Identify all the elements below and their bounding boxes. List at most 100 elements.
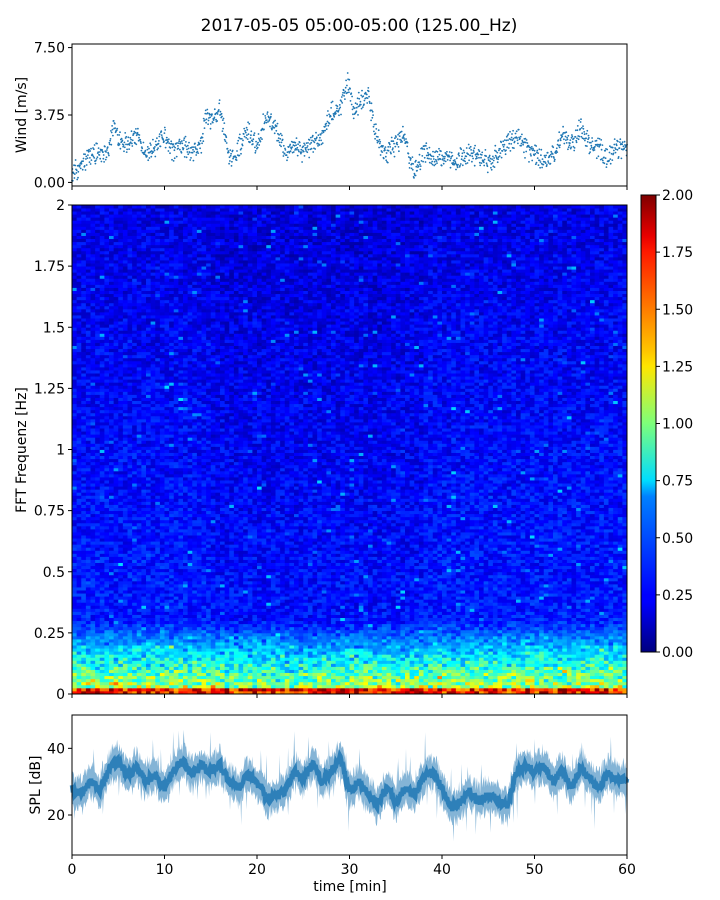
wind-point [419,163,421,165]
spectrogram-cell [188,642,193,645]
wind-point [282,139,284,141]
wind-point [239,134,241,136]
wind-point [500,152,502,154]
wind-point [552,146,554,148]
spectrogram-cell [377,605,382,608]
spectrogram-cell [535,611,540,614]
spectrogram-cell [206,660,211,663]
wind-point [354,107,356,109]
spectrogram-cell [266,651,271,654]
spectrogram-cell [220,651,225,654]
spectrogram-cell [151,660,156,663]
spectrogram-cell [137,685,142,688]
spectrogram-cell [95,660,100,663]
spectrogram-cell [271,663,276,666]
spectrogram-cell [345,615,350,618]
spectrogram-cell [81,602,86,605]
wind-point [461,158,463,160]
spectrogram-cell [257,657,262,660]
spectrogram-cell [229,608,234,611]
spectrogram-cell [484,663,489,666]
spectrogram-cell [165,682,170,685]
spectrogram-cell [391,663,396,666]
spectrogram-cell [322,611,327,614]
wind-point [461,156,463,158]
wind-point [105,151,107,153]
spectrogram-cell [183,633,188,636]
spectrogram-cell [183,630,188,633]
spectrogram-panel: 00.250.50.7511.251.51.752 FFT Frequenz [… [14,198,627,703]
wind-point [430,158,432,160]
spectrogram-cell [428,615,433,618]
spectrogram-cell [470,621,475,624]
spectrogram-cell [604,660,609,663]
spectrogram-cell [128,615,133,618]
spectrogram-cell [391,605,396,608]
spectrogram-cell [410,666,415,669]
spectrogram-cell [396,663,401,666]
spectrogram-cell [442,608,447,611]
spectrogram-cell [359,608,364,611]
spectrogram-cell [271,688,276,691]
spectrogram-cell [604,624,609,627]
wind-point [152,139,154,141]
spectrogram-cell [91,682,96,685]
spectrogram-cell [331,605,336,608]
wind-point [539,160,541,162]
spectrogram-cell [109,630,114,633]
spectrogram-cell [442,676,447,679]
spectrogram-cell [465,685,470,688]
wind-point [566,137,568,139]
spectrogram-cell [322,645,327,648]
spectrogram-cell [340,624,345,627]
wind-point [229,160,231,162]
wind-point [274,120,276,122]
spectrogram-cell [197,618,202,621]
spectrogram-cell [211,627,216,630]
spectrogram-cell [405,663,410,666]
spectrogram-cell [160,673,165,676]
spectrogram-cell [229,648,234,651]
spectrogram-cell [595,618,600,621]
spectrogram-cell [303,663,308,666]
spectrogram-cell [313,682,318,685]
wind-point [412,156,414,158]
wind-point [192,149,194,151]
spectrogram-cell [72,654,77,657]
spectrogram-cell [100,621,105,624]
spectrogram-cell [91,685,96,688]
spectrogram-cell [410,670,415,673]
wind-point [207,112,209,114]
spectrogram-cell [165,624,170,627]
wind-point [469,155,471,157]
spectrogram-cell [414,624,419,627]
spectrogram-cell [132,602,137,605]
spectrogram-cell [336,611,341,614]
spectrogram-cell [419,679,424,682]
spectrogram-cell [562,670,567,673]
spectrogram-cell [428,633,433,636]
spectrogram-cell [405,608,410,611]
spectrogram-cell [128,648,133,651]
spectrogram-cell [128,688,133,691]
spectrogram-cell [590,645,595,648]
wind-point [283,145,285,147]
spectrogram-cell [72,633,77,636]
spectrogram-cell [437,654,442,657]
spectrogram-cell [336,688,341,691]
wind-point [584,140,586,142]
wind-point [294,142,296,144]
spectrogram-cell [294,633,299,636]
spectrogram-cell [535,688,540,691]
spectrogram-cell [137,679,142,682]
wind-point [369,102,371,104]
spectrogram-cell [86,611,91,614]
spectrogram-cell [359,602,364,605]
spectrogram-cell [479,608,484,611]
spectrogram-cell [447,618,452,621]
wind-point [307,142,309,144]
spectrogram-cell [160,624,165,627]
wind-point [166,137,168,139]
spectrogram-cell [252,633,257,636]
spectrogram-cell [562,676,567,679]
